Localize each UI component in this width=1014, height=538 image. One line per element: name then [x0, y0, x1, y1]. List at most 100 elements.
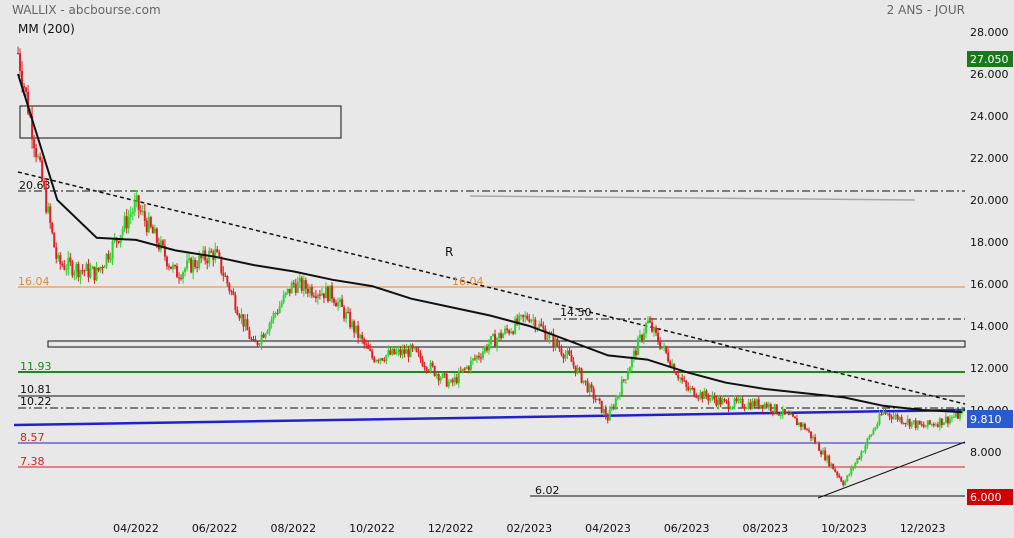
- candle-body: [822, 450, 825, 455]
- y-tick-label: 16.000: [970, 278, 1009, 291]
- candle-body: [727, 401, 730, 409]
- candle-body: [872, 429, 875, 435]
- candle-body: [749, 402, 752, 409]
- candle-body: [43, 180, 46, 187]
- candle-body: [944, 416, 947, 423]
- candle-body: [391, 348, 394, 355]
- candle-body: [832, 463, 835, 470]
- candle-body: [296, 281, 299, 293]
- candle-body: [262, 334, 265, 338]
- candle-body: [687, 386, 690, 390]
- candle-body: [433, 366, 436, 376]
- candle-body: [27, 91, 30, 114]
- candle-body: [522, 314, 525, 318]
- candle-body: [777, 413, 780, 416]
- candle-body: [127, 217, 130, 229]
- candle-body: [471, 358, 474, 361]
- candle-body: [717, 397, 720, 406]
- candle-body: [234, 294, 237, 311]
- candle-body: [528, 319, 531, 322]
- candle-body: [594, 398, 597, 401]
- candle-body: [260, 334, 263, 345]
- candle-body: [630, 357, 633, 368]
- candle-body: [864, 445, 867, 452]
- candle-body: [290, 282, 293, 294]
- candle-body: [278, 306, 281, 313]
- candle-body: [753, 400, 756, 407]
- candle-body: [326, 286, 329, 302]
- candle-body: [403, 349, 406, 354]
- candle-body: [926, 420, 929, 427]
- candle-body: [236, 310, 239, 315]
- candle-body: [248, 330, 251, 339]
- candle-body: [886, 413, 889, 415]
- level-label-16-04: 16.04: [452, 275, 484, 288]
- candle-body: [61, 263, 64, 266]
- candle-body: [936, 424, 939, 427]
- candle-body: [634, 350, 637, 356]
- candle-body: [176, 265, 179, 278]
- candle-body: [956, 411, 959, 419]
- candle-body: [564, 354, 567, 359]
- candle-body: [367, 344, 370, 349]
- candle-body: [518, 315, 521, 325]
- candle-body: [137, 195, 140, 211]
- candle-body: [791, 413, 794, 417]
- candle-body: [850, 467, 853, 475]
- candle-body: [182, 272, 185, 279]
- candle-body: [133, 200, 136, 212]
- candle-body: [280, 302, 283, 307]
- candle-body: [653, 327, 656, 332]
- candle-body: [878, 414, 881, 424]
- candle-body: [649, 320, 652, 323]
- candle-body: [286, 288, 289, 293]
- y-tick-label: 24.000: [970, 110, 1009, 123]
- candle-body: [314, 296, 317, 299]
- range-box-top: [19, 105, 342, 139]
- candle-body: [592, 388, 595, 399]
- candle-body: [443, 373, 446, 375]
- candle-body: [194, 260, 197, 267]
- candle-body: [487, 344, 490, 351]
- candle-body: [667, 352, 670, 362]
- candle-body: [806, 429, 809, 431]
- candle-body: [644, 323, 647, 334]
- candle-body: [866, 438, 869, 446]
- candle-body: [906, 419, 909, 424]
- candle-body: [19, 53, 22, 71]
- candle-body: [232, 291, 235, 295]
- candle-body: [341, 299, 344, 307]
- candle-body: [407, 349, 410, 358]
- candle-body: [276, 312, 279, 314]
- candle-body: [504, 328, 507, 334]
- candle-body: [898, 417, 901, 420]
- candle-body: [246, 319, 249, 331]
- candle-body: [685, 380, 688, 387]
- candle-body: [131, 211, 134, 215]
- candle-body: [123, 216, 126, 229]
- candle-body: [349, 312, 352, 328]
- level-label-6-02: 6.02: [535, 484, 560, 497]
- candle-body: [121, 228, 124, 236]
- candle-body: [292, 282, 295, 285]
- candle-body: [53, 232, 56, 248]
- candle-body: [417, 351, 420, 353]
- candle-body: [435, 374, 438, 376]
- candle-body: [693, 388, 696, 397]
- candle-body: [604, 408, 607, 417]
- candle-body: [149, 217, 152, 227]
- candle-body: [492, 334, 495, 337]
- candle-body: [729, 408, 732, 410]
- candle-body: [141, 211, 144, 213]
- candle-body: [55, 247, 58, 259]
- candle-body: [755, 399, 758, 407]
- candle-body: [952, 416, 955, 418]
- candle-body: [71, 262, 74, 276]
- candle-body: [640, 334, 643, 341]
- candle-body: [520, 314, 523, 316]
- candle-body: [105, 253, 108, 267]
- candle-body: [741, 399, 744, 408]
- candle-body: [463, 368, 466, 370]
- last-price-tag: 27.050: [970, 53, 1009, 66]
